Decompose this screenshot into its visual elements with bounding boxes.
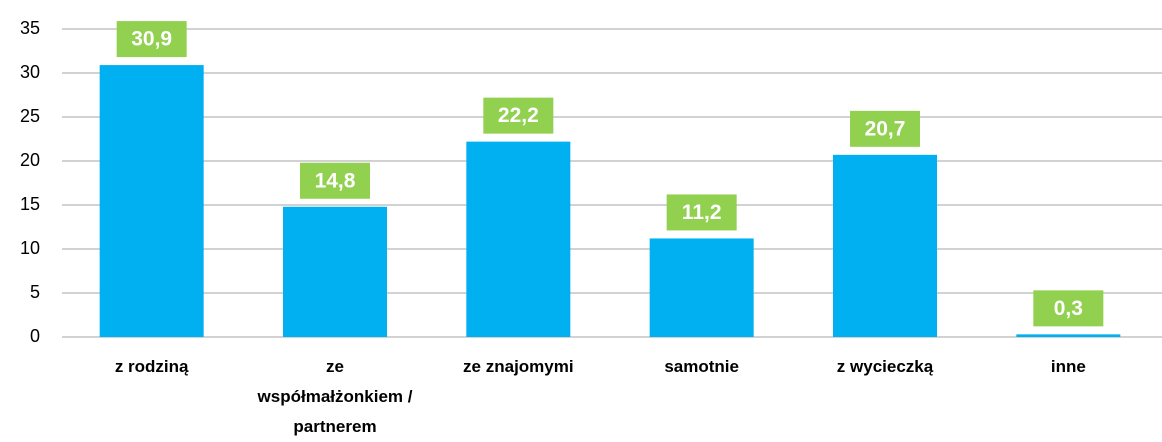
y-tick-label: 15 — [20, 194, 40, 214]
bar — [1016, 334, 1121, 337]
bar — [649, 238, 754, 337]
value-label: 22,2 — [498, 104, 539, 127]
value-label-box — [300, 162, 370, 199]
bar — [283, 206, 387, 337]
value-label-box — [1033, 290, 1104, 327]
x-tick-label: ze znajomymi — [463, 357, 574, 376]
y-tick-label: 5 — [30, 282, 40, 302]
x-tick-label: z rodziną — [114, 357, 189, 376]
x-tick-label: inne — [1050, 357, 1086, 376]
value-label-box — [850, 110, 920, 147]
y-tick-label: 25 — [20, 106, 40, 126]
bar — [99, 65, 204, 337]
value-label: 30,9 — [131, 28, 172, 51]
value-label-box — [483, 97, 554, 134]
value-label: 11,2 — [682, 201, 722, 224]
x-tick-label: z wycieczką — [836, 357, 934, 376]
x-tick-label: ze współmałżonkiem / partnerem — [257, 357, 413, 436]
value-label: 14,8 — [315, 169, 356, 192]
value-label: 0,3 — [1054, 297, 1083, 320]
bar — [833, 154, 937, 337]
y-tick-label: 20 — [20, 150, 40, 170]
y-tick-label: 30 — [20, 62, 40, 82]
y-tick-label: 35 — [20, 18, 40, 38]
value-label: 20,7 — [865, 117, 906, 140]
y-tick-label: 10 — [20, 238, 40, 258]
value-label-box — [666, 194, 737, 231]
y-tick-label: 0 — [30, 326, 40, 346]
x-tick-label: samotnie — [664, 357, 739, 376]
value-label-box — [116, 21, 187, 58]
bar — [466, 141, 571, 337]
